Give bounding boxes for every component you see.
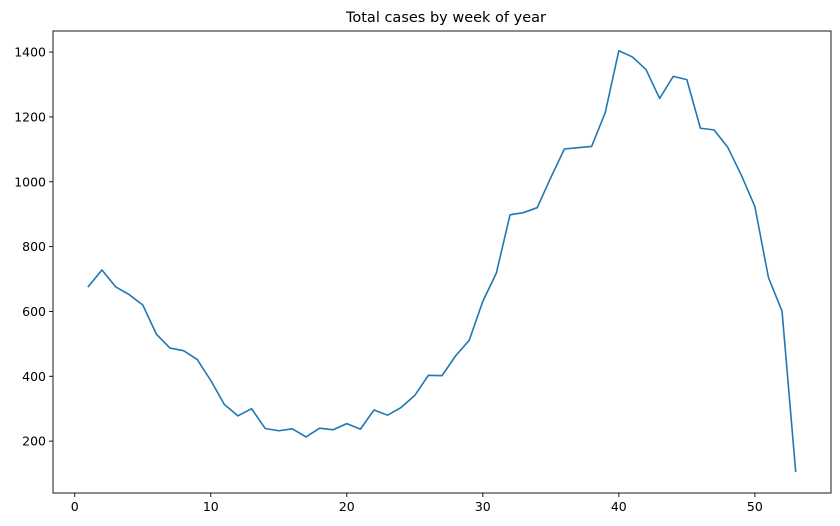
x-tick-label: 50	[747, 499, 763, 514]
y-tick-label: 400	[22, 369, 46, 384]
chart-title: Total cases by week of year	[345, 10, 546, 26]
y-tick-label: 800	[22, 239, 46, 254]
y-tick-label: 600	[22, 304, 46, 319]
x-tick-label: 40	[611, 499, 627, 514]
y-tick-label: 200	[22, 434, 46, 449]
axes: 0 10 20 30 40 50 200 400 600 800 1000 1200 1400	[14, 30, 832, 514]
x-tick-label: 0	[71, 499, 79, 514]
x-tick-label: 20	[339, 499, 355, 514]
x-tick-label: 30	[475, 499, 491, 514]
x-tick-label: 10	[203, 499, 219, 514]
y-tick-label: 1000	[14, 174, 46, 189]
plot-frame	[52, 30, 832, 494]
y-tick-label: 1200	[14, 109, 46, 124]
y-tick-label: 1400	[14, 45, 46, 60]
plot-marks	[87, 49, 797, 473]
series-line-0	[87, 49, 797, 473]
